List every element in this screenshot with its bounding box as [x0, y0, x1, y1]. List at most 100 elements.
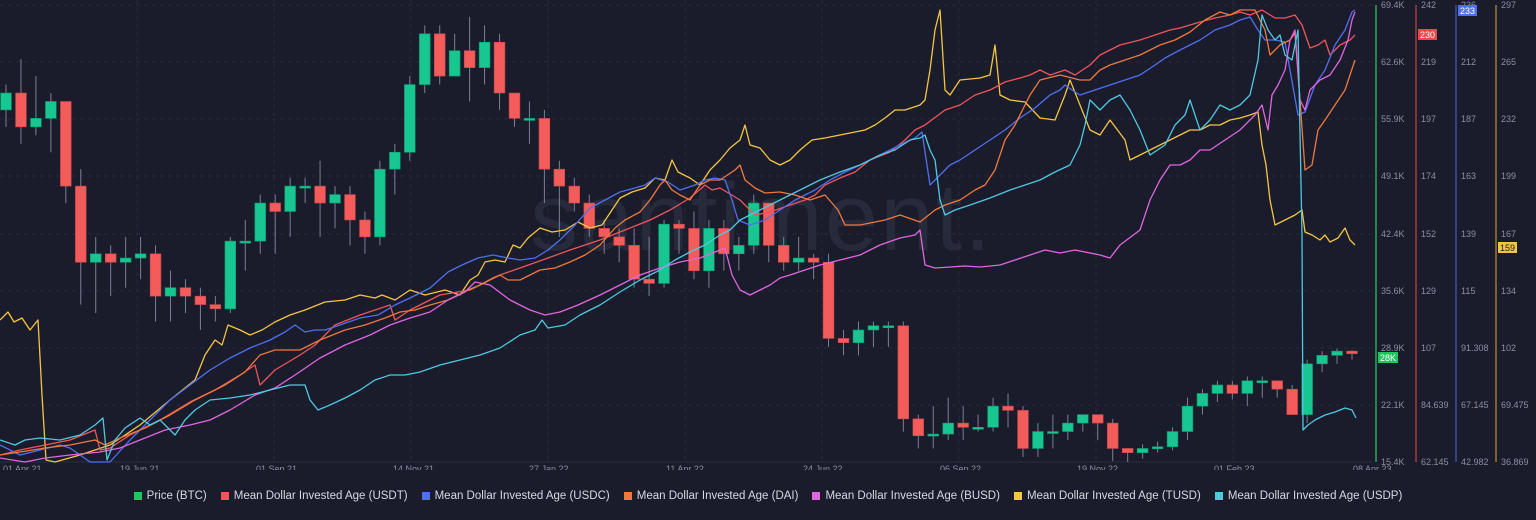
candle — [463, 50, 476, 68]
line-busd — [0, 11, 1356, 463]
chart-area[interactable]: santiment. 69.4K 62.6K 55.9K 49.1K 42.4K… — [0, 0, 1536, 470]
line-usdt — [0, 9, 1356, 456]
line-dai — [0, 9, 1356, 456]
svg-text:67.145: 67.145 — [1461, 400, 1489, 410]
candle — [1047, 431, 1059, 434]
svg-text:01 Apr 21: 01 Apr 21 — [3, 464, 42, 470]
legend-swatch-icon — [623, 492, 632, 500]
svg-text:08 Apr 23: 08 Apr 23 — [1353, 464, 1392, 470]
svg-text:297: 297 — [1501, 0, 1516, 10]
candle — [1077, 414, 1089, 424]
candle — [30, 118, 42, 128]
legend-item-tusd[interactable]: Mean Dollar Invested Age (TUSD) — [1013, 490, 1201, 502]
candle — [718, 228, 730, 255]
legend-swatch-icon — [1013, 492, 1022, 500]
candle — [448, 50, 461, 77]
series-lines — [0, 9, 1357, 463]
legend-item-busd[interactable]: Mean Dollar Invested Age (BUSD) — [812, 490, 1000, 502]
badge-price: 28K — [1378, 352, 1398, 363]
candle — [179, 287, 192, 297]
svg-text:19 Nov 22: 19 Nov 22 — [1077, 464, 1118, 470]
candle — [763, 202, 775, 246]
tusd-axis: 297 265 232 199 167 134 102 69.475 36.86… — [1501, 0, 1529, 467]
candle — [224, 240, 237, 310]
legend-label: Price (BTC) — [146, 490, 207, 502]
svg-text:27 Jan 22: 27 Jan 22 — [529, 464, 569, 470]
svg-text:22.1K: 22.1K — [1381, 400, 1405, 410]
svg-text:06 Sep 22: 06 Sep 22 — [940, 464, 981, 470]
legend-item-price[interactable]: Price (BTC) — [133, 490, 207, 502]
svg-text:24 Jun 22: 24 Jun 22 — [803, 464, 843, 470]
candle — [957, 422, 969, 428]
candle — [194, 295, 207, 305]
candle — [149, 253, 162, 297]
candle — [493, 41, 506, 94]
candle — [1092, 414, 1104, 424]
legend-swatch-icon — [133, 492, 142, 500]
candle — [1121, 448, 1134, 453]
svg-text:62.6K: 62.6K — [1381, 57, 1405, 67]
candle — [703, 228, 715, 272]
svg-text:232: 232 — [1501, 114, 1516, 124]
svg-text:01 Sep 21: 01 Sep 21 — [256, 464, 297, 470]
svg-text:62.145: 62.145 — [1421, 457, 1449, 467]
svg-text:265: 265 — [1501, 57, 1516, 67]
candle — [1271, 380, 1283, 390]
candle — [90, 253, 102, 263]
legend-item-usdc[interactable]: Mean Dollar Invested Age (USDC) — [421, 490, 610, 502]
svg-text:134: 134 — [1501, 286, 1516, 296]
svg-text:242: 242 — [1421, 0, 1436, 10]
candle — [1331, 350, 1343, 356]
candle — [389, 151, 401, 170]
candle — [60, 101, 72, 187]
svg-text:19 Jun 21: 19 Jun 21 — [120, 464, 160, 470]
candle — [359, 219, 371, 238]
candle — [15, 92, 27, 128]
candle — [538, 118, 551, 170]
svg-text:219: 219 — [1421, 57, 1436, 67]
candle — [134, 253, 147, 259]
candle — [912, 418, 924, 437]
svg-text:197: 197 — [1421, 114, 1436, 124]
candle — [254, 202, 266, 242]
svg-text:84.639: 84.639 — [1421, 400, 1449, 410]
candle — [1316, 355, 1328, 365]
price-candles — [0, 16, 1358, 462]
candle — [299, 185, 311, 189]
usdt-axis: 242 219 197 174 152 129 107 84.639 62.14… — [1421, 0, 1449, 467]
price-axis: 69.4K 62.6K 55.9K 49.1K 42.4K 35.6K 28.9… — [1381, 0, 1405, 467]
candle — [1181, 405, 1194, 432]
candle — [478, 41, 491, 68]
candle — [1002, 405, 1014, 411]
candle — [404, 84, 416, 153]
legend-swatch-icon — [421, 492, 430, 500]
candle — [1062, 422, 1074, 432]
candle — [792, 257, 805, 263]
candle — [598, 228, 610, 238]
svg-text:91.308: 91.308 — [1461, 343, 1489, 353]
svg-text:42.4K: 42.4K — [1381, 229, 1405, 239]
candle — [1196, 393, 1209, 407]
candle — [1032, 431, 1044, 449]
candle — [673, 223, 685, 229]
svg-text:28.9K: 28.9K — [1381, 343, 1405, 353]
candle — [1256, 380, 1268, 384]
candle — [239, 240, 251, 244]
svg-text:69.475: 69.475 — [1501, 400, 1529, 410]
candle — [329, 194, 341, 204]
legend-item-usdp[interactable]: Mean Dollar Invested Age (USDP) — [1214, 490, 1403, 502]
svg-text:129: 129 — [1421, 286, 1436, 296]
legend-item-usdt[interactable]: Mean Dollar Invested Age (USDT) — [220, 490, 408, 502]
candle — [897, 325, 910, 420]
svg-text:69.4K: 69.4K — [1381, 0, 1405, 10]
candle — [523, 118, 536, 121]
candle — [1017, 410, 1029, 449]
legend-label: Mean Dollar Invested Age (USDP) — [1227, 490, 1403, 502]
candle — [1286, 388, 1298, 415]
svg-text:102: 102 — [1501, 343, 1516, 353]
candle — [1107, 422, 1119, 449]
legend-item-dai[interactable]: Mean Dollar Invested Age (DAI) — [623, 490, 798, 502]
svg-text:15.4K: 15.4K — [1381, 457, 1405, 467]
candle — [553, 168, 566, 187]
candle — [269, 202, 281, 212]
